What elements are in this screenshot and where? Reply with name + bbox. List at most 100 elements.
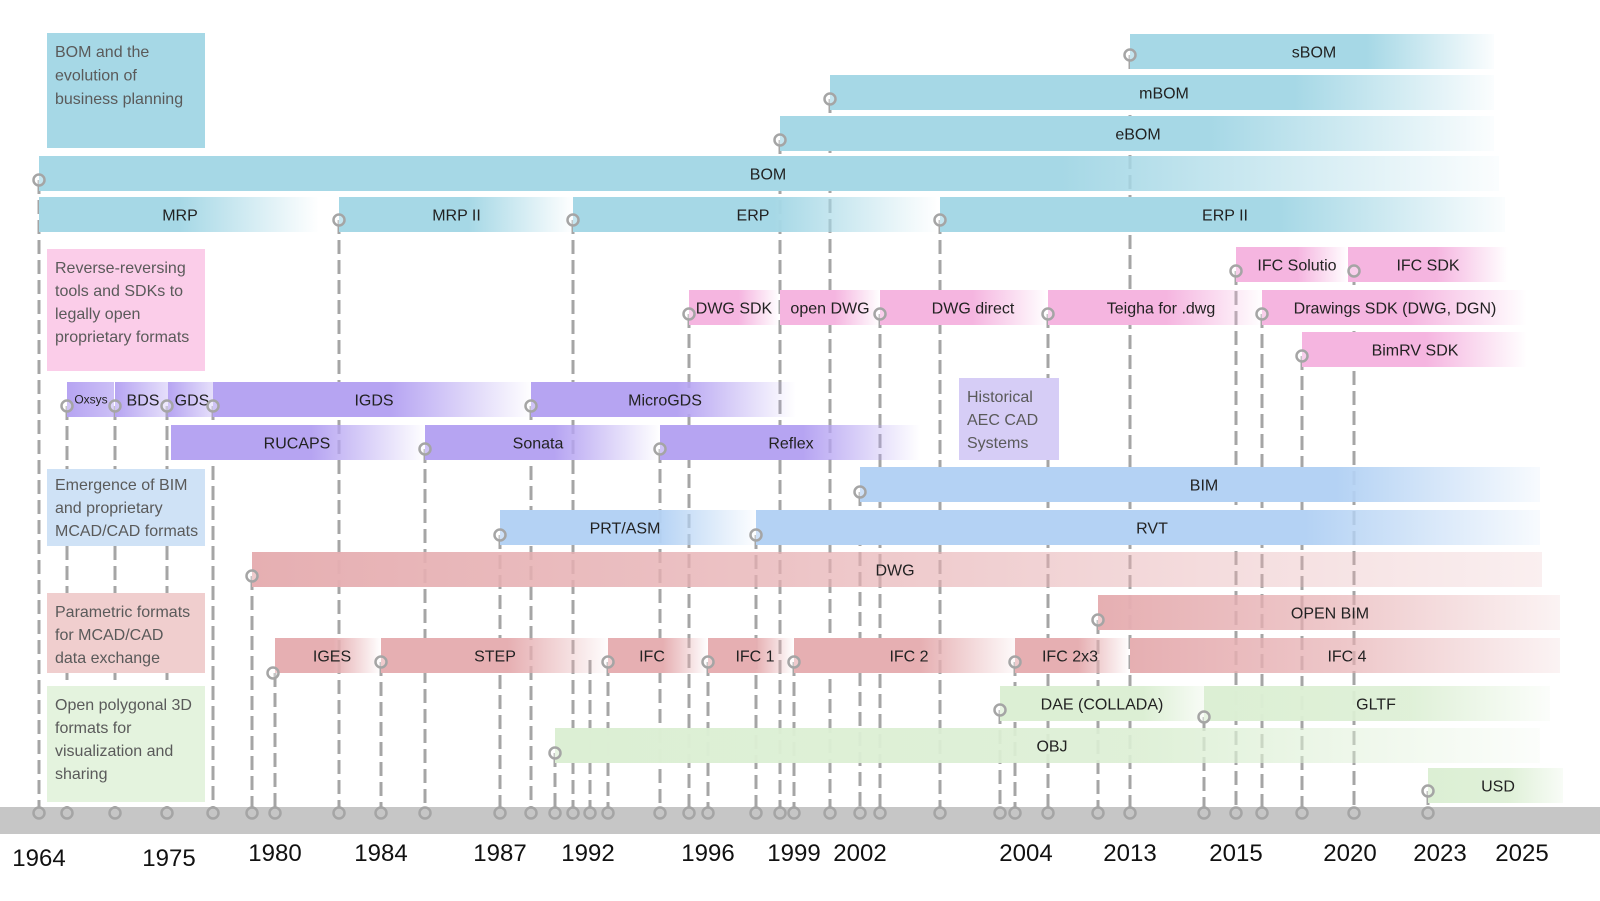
- legend-box-historical: Historical AEC CAD Systems: [959, 378, 1059, 460]
- axis-tick-marker: [853, 806, 867, 820]
- bar-label: IFC Solutio: [1257, 258, 1336, 275]
- legend-box-bom: BOM and the evolution of business planning: [47, 33, 205, 148]
- axis-year-labels: 1964 1975 1980 1984 1987 1992 1996 1999 2002 2004…: [12, 840, 1548, 872]
- year-label-2025: 2025: [1495, 840, 1548, 867]
- legend-text-line: Historical: [967, 389, 1033, 406]
- event-marker: [1421, 784, 1435, 798]
- axis-tick-marker: [206, 806, 220, 820]
- bar-label: IFC 1: [735, 649, 774, 666]
- bar-microgds: MicroGDS: [531, 382, 796, 417]
- bar-gltf: GLTF: [1204, 686, 1550, 721]
- bar-label: OPEN BIM: [1291, 606, 1369, 623]
- bar-label: IFC 2x3: [1042, 649, 1098, 666]
- legend-text-line: proprietary formats: [55, 329, 189, 346]
- axis-tick-marker: [787, 806, 801, 820]
- event-marker: [787, 655, 801, 669]
- bar-fill: [1000, 686, 1205, 721]
- legend-box-parametric: Parametric formats for MCAD/CAD data excha…: [47, 593, 205, 673]
- bar-label: GLTF: [1356, 697, 1396, 714]
- bar-label: RUCAPS: [264, 436, 331, 453]
- legend-box-background: [47, 249, 205, 371]
- legend-text-line: evolution of: [55, 68, 137, 85]
- bar-mrp-ii: MRP II: [339, 197, 574, 232]
- legend-box-polygonal: Open polygonal 3D formats for visualizatio…: [47, 686, 205, 802]
- bar-label: Sonata: [513, 436, 564, 453]
- bar-label: Teigha for .dwg: [1107, 301, 1216, 318]
- event-marker: [1008, 655, 1022, 669]
- axis-tick-marker: [160, 806, 174, 820]
- legend-box-background: [47, 593, 205, 673]
- bar-fill: [1048, 290, 1263, 325]
- axis-tick-marker: [60, 806, 74, 820]
- bar-rvt: RVT: [756, 510, 1540, 545]
- bar-fill: [1130, 638, 1560, 673]
- bar-label: Drawings SDK (DWG, DGN): [1294, 301, 1497, 318]
- bar-label: GDS: [175, 393, 210, 410]
- bar-dwg: DWG: [252, 552, 1542, 587]
- event-marker: [1041, 307, 1055, 321]
- bar-fill: [1236, 247, 1348, 282]
- bar-label: IFC SDK: [1396, 258, 1459, 275]
- bar-fill: [1015, 638, 1130, 673]
- bar-label: USD: [1481, 779, 1515, 796]
- event-marker: [160, 399, 174, 413]
- axis-tick-marker: [933, 806, 947, 820]
- year-label-2004: 2004: [999, 840, 1052, 867]
- legend-text-line: Reverse-reversing: [55, 260, 186, 277]
- legend-text-line: legally open: [55, 306, 140, 323]
- event-marker: [524, 399, 538, 413]
- bar-fill: [1348, 247, 1508, 282]
- bar-label: ERP II: [1202, 208, 1248, 225]
- event-marker: [493, 528, 507, 542]
- bar-label: IGDS: [354, 393, 393, 410]
- bar-teigha-for-dwg: Teigha for .dwg: [1048, 290, 1263, 325]
- year-label-1999: 1999: [767, 840, 820, 867]
- bar-fill: [168, 382, 213, 417]
- bar-label: MicroGDS: [628, 393, 702, 410]
- bar-fill: [531, 382, 796, 417]
- event-marker: [206, 399, 220, 413]
- bar-sbom: sBOM: [1130, 34, 1494, 69]
- bar-label: PRT/ASM: [590, 521, 661, 538]
- axis-tick-marker: [268, 806, 282, 820]
- bar-fill: [573, 197, 938, 232]
- bar-label: DWG direct: [932, 301, 1015, 318]
- axis-tick-marker: [993, 806, 1007, 820]
- axis-tick-marker: [1041, 806, 1055, 820]
- legend-box-background: [47, 469, 205, 546]
- legend-text-line: data exchange: [55, 650, 160, 667]
- legend-text-line: Parametric formats: [55, 604, 190, 621]
- axis-tick-marker: [1229, 806, 1243, 820]
- bar-usd: USD: [1428, 768, 1563, 803]
- bar-fill: [213, 382, 533, 417]
- legend-text-line: Open polygonal 3D: [55, 697, 192, 714]
- axis-tick-marker: [701, 806, 715, 820]
- bar-label: open DWG: [790, 301, 869, 318]
- legend-text-line: AEC CAD: [967, 412, 1038, 429]
- bar-label: STEP: [474, 649, 516, 666]
- bar-fill: [339, 197, 574, 232]
- bar-label: ERP: [737, 208, 770, 225]
- axis-tick-marker: [32, 806, 46, 820]
- bar-fill: [780, 116, 1494, 151]
- bar-sonata: Sonata: [425, 425, 660, 460]
- axis-tick-marker: [1008, 806, 1022, 820]
- bar-label: mBOM: [1139, 86, 1189, 103]
- bar-erp-ii: ERP II: [940, 197, 1505, 232]
- event-marker: [873, 307, 887, 321]
- bar-ifc-4: IFC 4: [1130, 638, 1560, 673]
- event-marker: [374, 655, 388, 669]
- bar-label: OBJ: [1036, 739, 1067, 756]
- event-marker: [601, 655, 615, 669]
- event-marker: [418, 442, 432, 456]
- axis-tick-marker: [601, 806, 615, 820]
- bar-label: RVT: [1136, 521, 1168, 538]
- bar-label: MRP II: [432, 208, 481, 225]
- bar-fill: [860, 467, 1540, 502]
- axis-tick-marker: [1197, 806, 1211, 820]
- bar-fill: [794, 638, 1022, 673]
- event-marker: [32, 173, 46, 187]
- bar-fill: [880, 290, 1048, 325]
- bar-label: BIM: [1190, 478, 1218, 495]
